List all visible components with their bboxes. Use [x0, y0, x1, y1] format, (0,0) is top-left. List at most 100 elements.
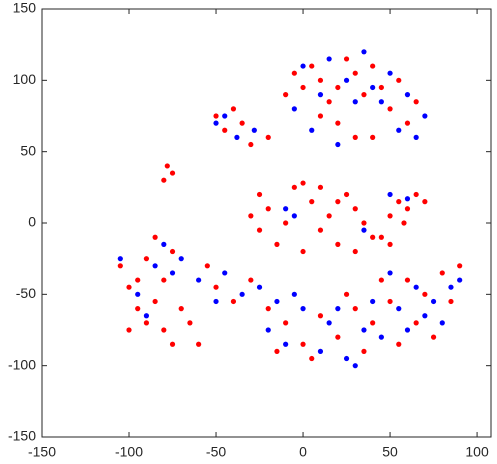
point — [326, 56, 332, 62]
point — [317, 227, 324, 233]
point — [396, 199, 402, 205]
point — [370, 298, 376, 305]
point — [164, 163, 170, 169]
point — [404, 196, 411, 202]
point — [309, 63, 315, 69]
point — [396, 341, 402, 347]
point — [196, 341, 202, 347]
point — [283, 220, 289, 226]
point — [239, 291, 245, 297]
point — [283, 92, 289, 98]
point — [143, 320, 150, 326]
point — [117, 263, 123, 269]
point — [404, 120, 411, 126]
point — [404, 92, 411, 98]
point — [378, 277, 384, 283]
point — [152, 263, 158, 269]
point — [352, 134, 358, 140]
y-tick-label: -150 — [8, 428, 36, 444]
point — [256, 227, 263, 233]
point — [291, 184, 297, 190]
point — [413, 284, 419, 290]
point — [161, 327, 167, 333]
point — [300, 180, 306, 186]
point — [335, 84, 341, 91]
point — [317, 348, 324, 354]
point — [265, 206, 271, 212]
point — [370, 84, 376, 91]
point — [448, 298, 454, 305]
point — [361, 348, 367, 354]
point — [161, 277, 167, 283]
y-tick-label: 50 — [20, 142, 36, 158]
point — [404, 277, 411, 283]
point — [396, 306, 402, 312]
point — [326, 99, 332, 105]
point — [335, 334, 341, 340]
point — [317, 92, 324, 98]
point — [222, 113, 228, 119]
point — [343, 291, 350, 297]
point — [378, 234, 384, 240]
point — [178, 306, 184, 312]
point — [335, 241, 341, 247]
y-tick-label: -50 — [16, 285, 36, 301]
point — [370, 63, 376, 69]
point — [361, 327, 367, 333]
point — [343, 77, 350, 83]
point — [370, 134, 376, 140]
point — [300, 248, 306, 255]
point — [387, 298, 393, 305]
point — [291, 213, 297, 219]
point — [352, 206, 358, 212]
point — [422, 313, 428, 319]
x-tick-label: -100 — [115, 444, 143, 460]
point — [317, 77, 324, 83]
point — [335, 199, 341, 205]
point — [126, 327, 132, 333]
point — [378, 99, 384, 105]
point — [396, 127, 402, 133]
point — [361, 92, 367, 98]
point — [343, 191, 350, 198]
point — [387, 213, 393, 219]
point — [439, 320, 445, 326]
point — [361, 49, 367, 55]
point — [143, 256, 150, 262]
point — [317, 313, 324, 319]
point — [213, 120, 219, 126]
point — [317, 184, 324, 190]
point — [265, 134, 271, 140]
point — [291, 106, 297, 112]
point — [135, 291, 141, 297]
x-tick-label: 50 — [382, 444, 398, 460]
point — [300, 341, 306, 347]
point — [234, 134, 240, 140]
point — [387, 191, 393, 198]
point — [196, 277, 202, 283]
x-tick-label: 0 — [299, 444, 307, 460]
point — [396, 77, 402, 83]
point — [430, 298, 437, 305]
point — [309, 355, 315, 362]
point — [335, 141, 341, 148]
point — [248, 277, 254, 283]
point — [343, 355, 350, 362]
point — [343, 56, 350, 62]
point — [256, 191, 263, 198]
point — [251, 127, 257, 133]
point — [143, 313, 150, 319]
point — [169, 341, 176, 347]
point — [152, 298, 158, 305]
point — [274, 348, 280, 354]
point — [387, 241, 393, 247]
point — [204, 263, 210, 269]
point — [370, 234, 376, 240]
point — [300, 306, 306, 312]
point — [169, 248, 176, 255]
point — [401, 220, 407, 226]
point — [248, 213, 254, 219]
point — [309, 199, 315, 205]
